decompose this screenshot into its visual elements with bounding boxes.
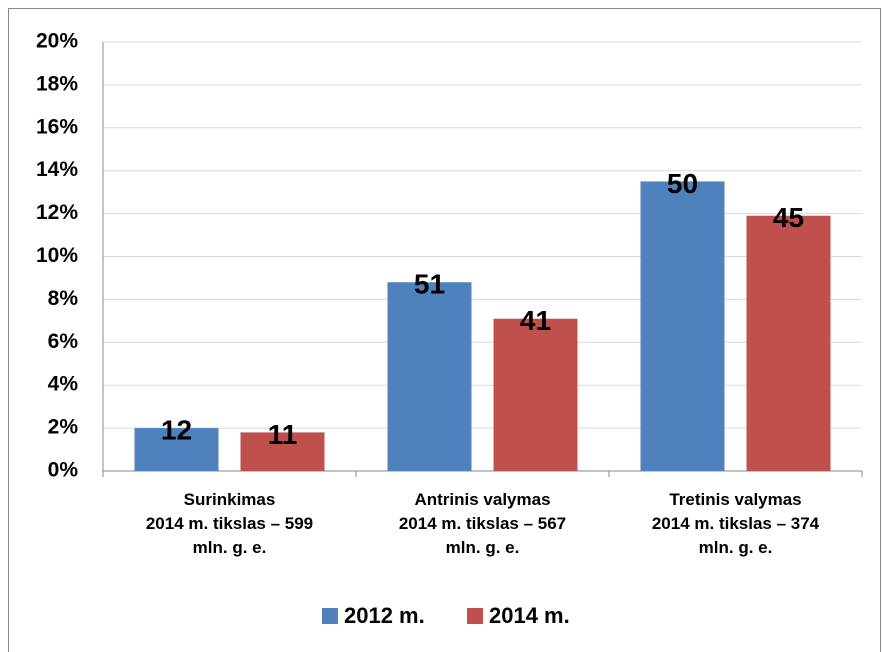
bar	[387, 282, 472, 471]
bar	[493, 318, 578, 471]
data-label: 12	[161, 414, 192, 445]
bar	[746, 215, 831, 471]
y-tick-label: 4%	[48, 373, 79, 396]
bar	[134, 428, 219, 471]
data-label: 51	[414, 269, 445, 300]
y-tick-label: 14%	[36, 158, 78, 181]
legend-swatch	[467, 608, 483, 624]
x-tick-label: Antrinis valymas 2014 m. tikslas – 567 m…	[398, 490, 567, 557]
y-tick-label: 6%	[48, 330, 79, 353]
x-tick-label: Surinkimas 2014 m. tikslas – 599 mln. g.…	[145, 490, 314, 557]
y-tick-label: 10%	[36, 244, 78, 267]
data-label: 41	[520, 305, 551, 336]
x-tick-label: Tretinis valymas 2014 m. tikslas – 374 m…	[651, 490, 820, 557]
y-tick-label: 8%	[48, 287, 79, 310]
legend-swatch	[322, 608, 338, 624]
bar	[640, 181, 725, 472]
y-tick-label: 2%	[48, 416, 79, 439]
legend-label: 2012 m.	[344, 603, 425, 628]
y-tick-label: 16%	[36, 115, 78, 138]
bar	[240, 432, 325, 471]
data-label: 50	[667, 168, 698, 199]
chart-frame	[8, 8, 881, 652]
y-tick-label: 0%	[48, 459, 79, 482]
data-label: 45	[773, 202, 804, 233]
data-label: 11	[268, 419, 298, 450]
y-tick-label: 20%	[36, 30, 78, 53]
y-tick-label: 12%	[36, 201, 78, 224]
legend-label: 2014 m.	[489, 603, 570, 628]
y-tick-label: 18%	[36, 72, 78, 95]
